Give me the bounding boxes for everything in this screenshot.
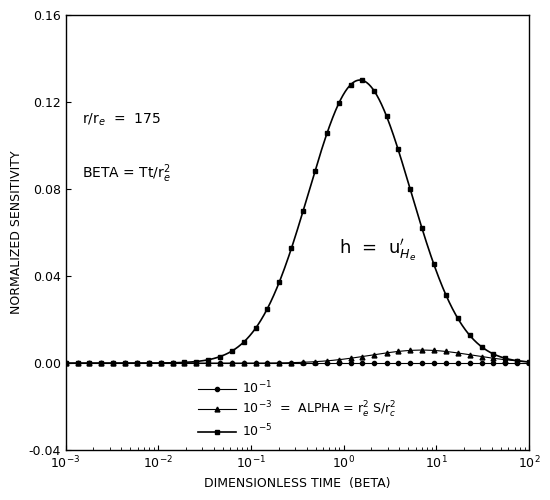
Y-axis label: NORMALIZED SENSITIVITY: NORMALIZED SENSITIVITY: [10, 150, 23, 314]
X-axis label: DIMENSIONLESS TIME  (BETA): DIMENSIONLESS TIME (BETA): [204, 478, 390, 490]
Text: r/r$_e$  =  175: r/r$_e$ = 175: [82, 112, 161, 128]
Text: h  =  u$^{\prime}_{H_e}$: h = u$^{\prime}_{H_e}$: [339, 238, 417, 264]
Legend: $10^{-1}$, $10^{-3}$  =  ALPHA = r$_e^2$ S/r$_c^2$, $10^{-5}$: $10^{-1}$, $10^{-3}$ = ALPHA = r$_e^2$ S…: [198, 380, 396, 440]
Text: BETA = Tt/r$_e^2$: BETA = Tt/r$_e^2$: [82, 162, 170, 185]
